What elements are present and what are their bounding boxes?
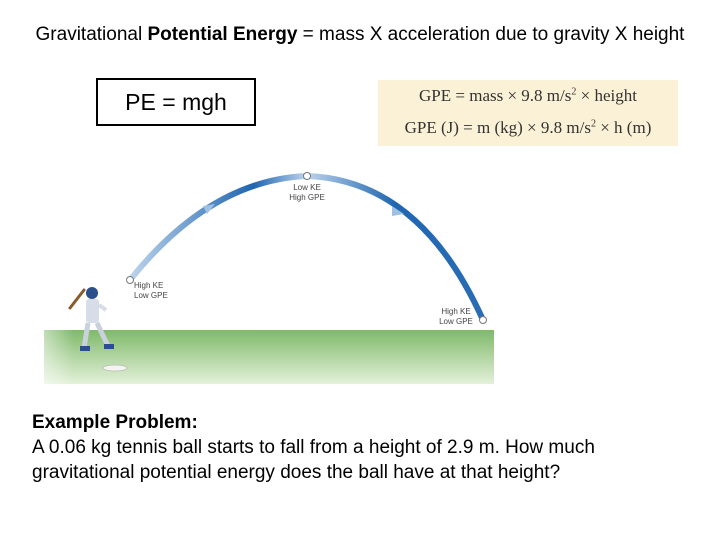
top-label-ke: Low KE	[293, 183, 321, 192]
example-text-line-1: A 0.06 kg tennis ball starts to fall fro…	[32, 437, 595, 458]
trajectory-arrow-2	[392, 206, 404, 216]
left-label-gpe: Low GPE	[134, 291, 168, 300]
batter-figure-icon	[68, 287, 114, 351]
pe-formula-text: PE = mgh	[125, 88, 227, 115]
trajectory-diagram: Low KE High GPE High KE Low GPE High KE …	[44, 172, 494, 384]
home-plate-icon	[102, 364, 128, 372]
ball-top-icon	[303, 172, 311, 180]
gpe-line1-exponent: 2	[571, 86, 577, 98]
gpe-line2-part-a: GPE (J) = m (kg) × 9.8 m/s	[404, 118, 591, 137]
pe-formula-box: PE = mgh	[96, 78, 256, 126]
gpe-line2-part-b: × h (m)	[595, 118, 652, 137]
slide-title: Gravitational Potential Energy = mass X …	[0, 24, 720, 46]
gpe-formula-line-1: GPE = mass × 9.8 m/s2 × height	[378, 86, 678, 106]
ball-end-icon	[479, 316, 487, 324]
left-label-ke: High KE	[134, 281, 163, 290]
gpe-line1-part-b: × height	[576, 86, 637, 105]
trajectory-arrow-1	[203, 204, 215, 214]
ball-start-icon	[126, 276, 134, 284]
grass-ground	[44, 330, 494, 384]
gpe-line2-exponent: 2	[590, 118, 596, 130]
gpe-formula-line-2: GPE (J) = m (kg) × 9.8 m/s2 × h (m)	[378, 118, 678, 138]
title-text-start: Gravitational	[35, 24, 148, 45]
title-bold-term: Potential Energy	[147, 24, 298, 45]
right-label-gpe: Low GPE	[439, 317, 473, 326]
gpe-line1-part-a: GPE = mass × 9.8 m/s	[419, 86, 572, 105]
example-text-line-2: gravitational potential energy does the …	[32, 462, 561, 483]
title-text-end: = mass X acceleration due to gravity X h…	[297, 24, 685, 45]
grass-fade	[44, 330, 74, 384]
example-heading: Example Problem:	[32, 412, 198, 433]
top-label-gpe: High GPE	[289, 193, 325, 202]
right-label-ke: High KE	[441, 307, 470, 316]
example-problem: Example Problem: A 0.06 kg tennis ball s…	[32, 410, 702, 485]
gpe-formula-panel: GPE = mass × 9.8 m/s2 × height GPE (J) =…	[378, 80, 678, 146]
